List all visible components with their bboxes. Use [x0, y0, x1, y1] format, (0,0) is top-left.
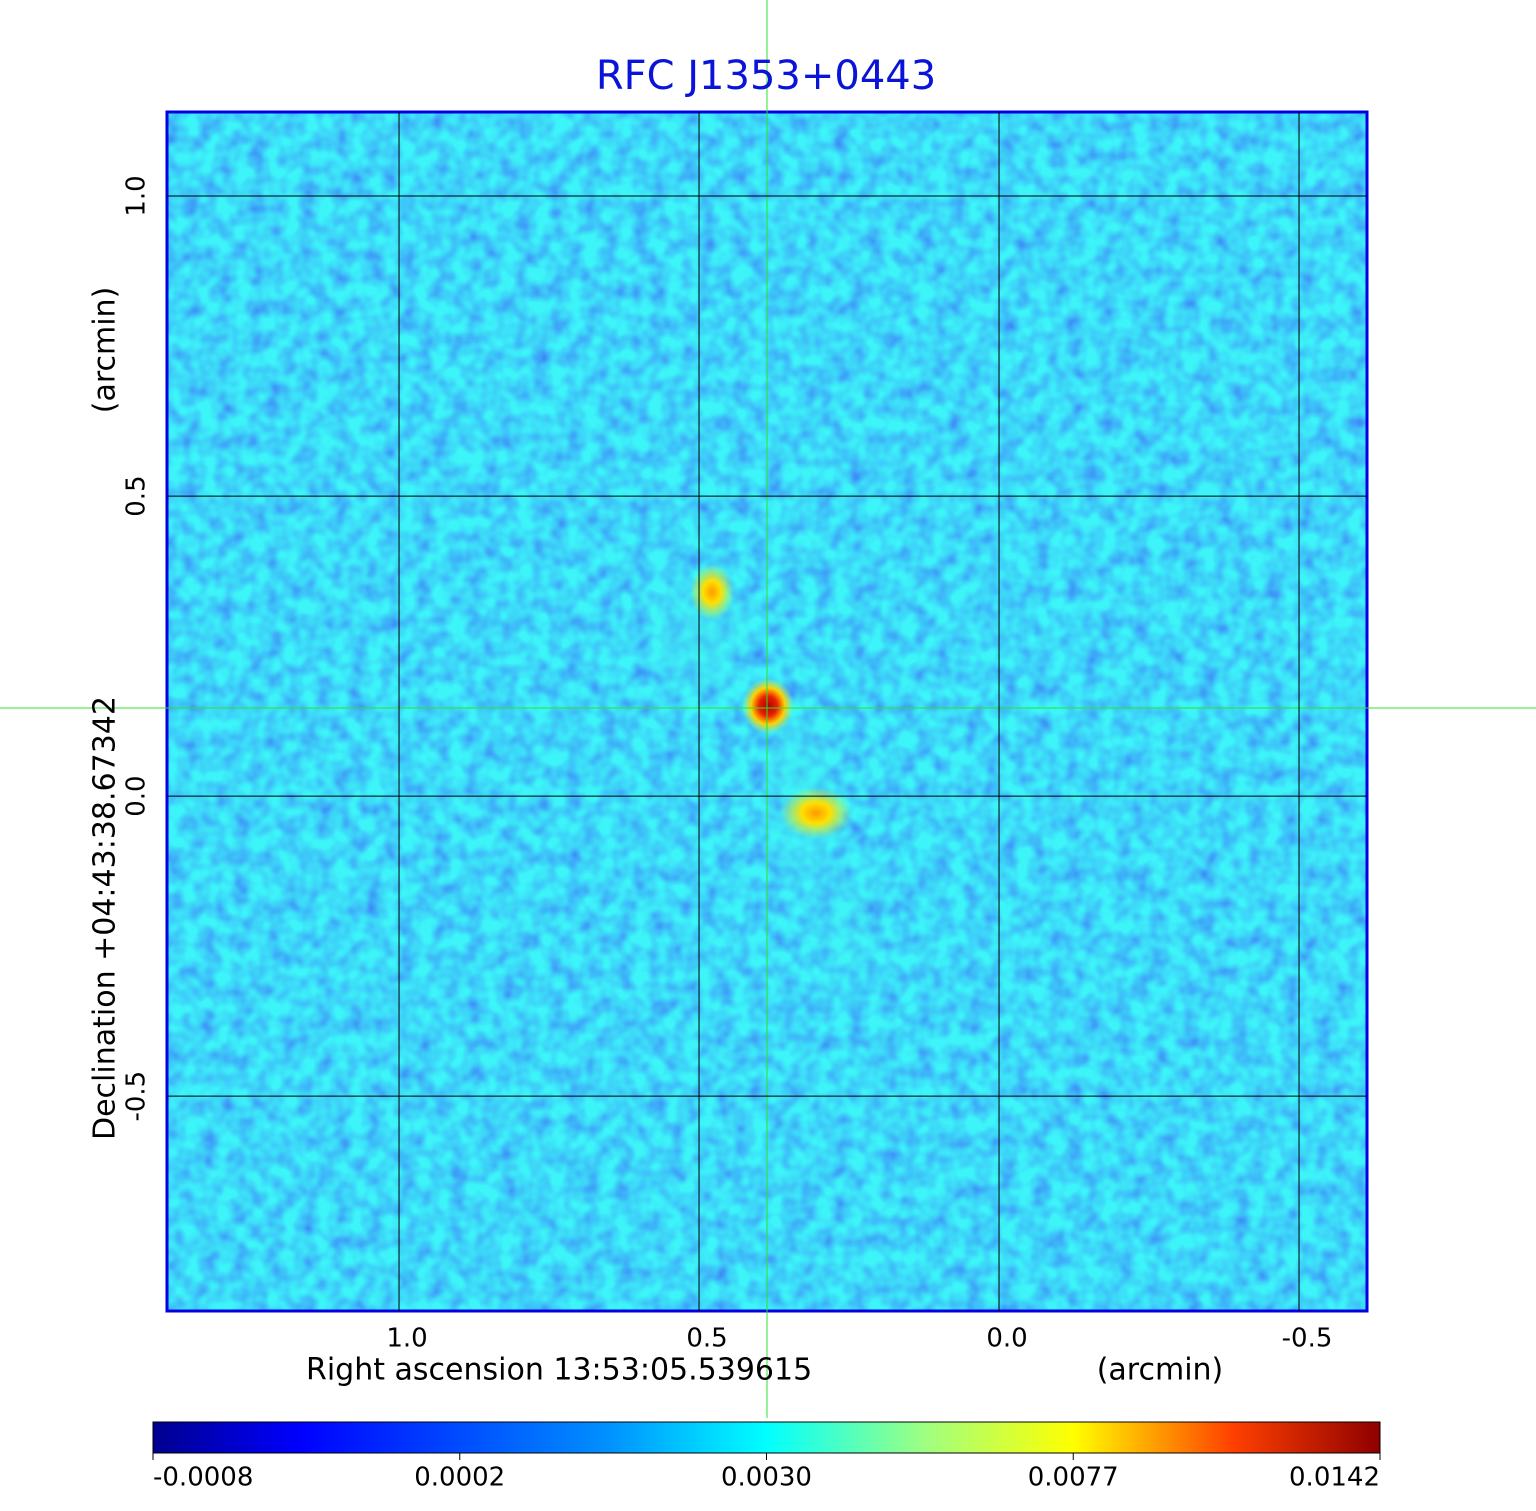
hotspot [780, 787, 852, 839]
colorbar-tick-label: 0.0030 [721, 1463, 812, 1493]
chart-title: RFC J1353+0443 [596, 53, 936, 99]
colorbar-tick-label: -0.0008 [153, 1463, 253, 1493]
y-tick-label: -0.5 [122, 1071, 152, 1122]
colorbar-tick-label: 0.0002 [414, 1463, 505, 1493]
y-tick-label: 0.5 [122, 475, 152, 516]
colorbar [152, 1421, 1381, 1454]
emission [800, 860, 900, 1000]
x-axis-unit: (arcmin) [1097, 1353, 1224, 1388]
x-tick-label: -0.5 [1282, 1324, 1333, 1354]
colorbar-tick-label: 0.0077 [1028, 1463, 1119, 1493]
y-axis-unit: (arcmin) [88, 287, 123, 414]
hotspot [690, 564, 734, 620]
colorbar-tick-label: 0.0142 [1289, 1463, 1380, 1493]
x-tick-label: 1.0 [386, 1324, 427, 1354]
x-tick-label: 0.5 [686, 1324, 727, 1354]
y-tick-label: 0.0 [122, 775, 152, 816]
core [742, 678, 794, 734]
x-tick-label: 0.0 [986, 1324, 1027, 1354]
x-axis-label: Right ascension 13:53:05.539615 [306, 1353, 812, 1388]
y-tick-label: 1.0 [122, 175, 152, 216]
y-axis-label: Declination +04:43:38.67342 [88, 696, 123, 1140]
